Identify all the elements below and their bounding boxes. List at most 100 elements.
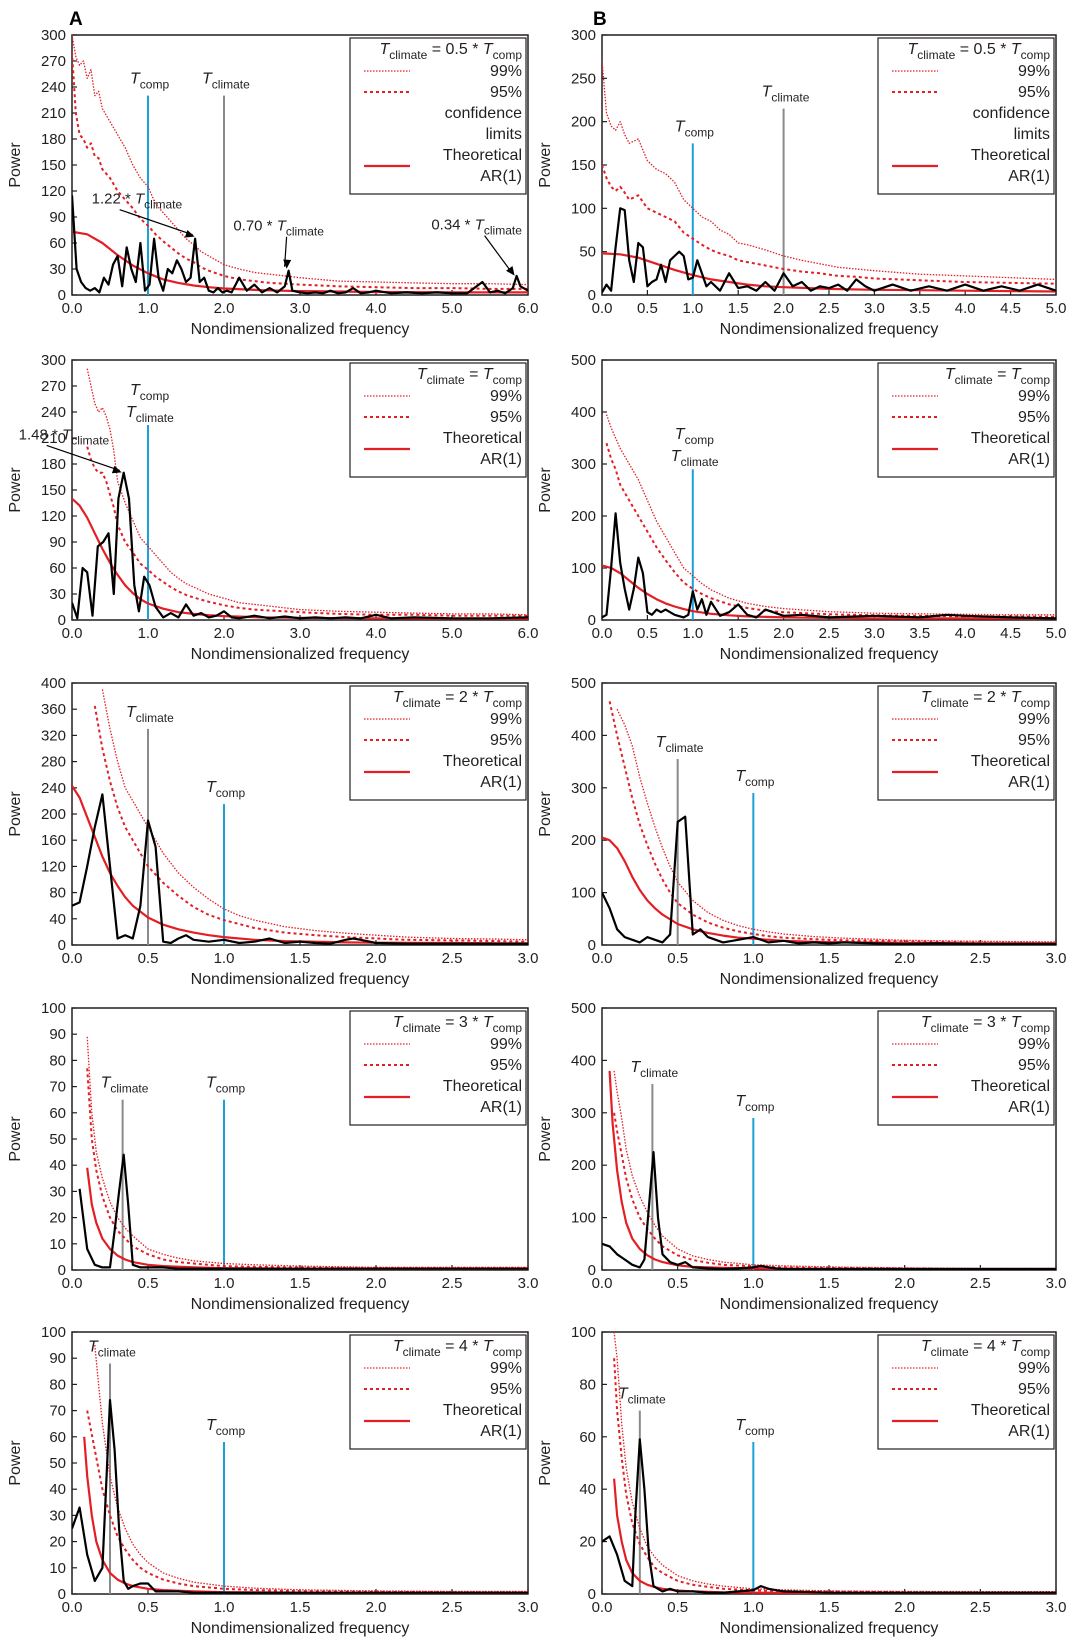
y-tick-label: 20 — [49, 1534, 66, 1551]
y-tick-label: 200 — [571, 114, 596, 131]
x-tick-label: 1.0 — [682, 300, 703, 317]
x-tick-label: 2.5 — [970, 1599, 991, 1616]
x-tick-label: 2.0 — [366, 1599, 387, 1616]
y-tick-label: 100 — [571, 885, 596, 902]
x-tick-label: 1.0 — [743, 1599, 764, 1616]
spectrum-line — [72, 1398, 528, 1594]
x-tick-label: 1.5 — [819, 1599, 840, 1616]
legend-entry-label: 95% — [1018, 1381, 1050, 1398]
legend-entry-label: 95% — [1018, 84, 1050, 101]
legend-entry-label: Theoretical — [971, 753, 1050, 770]
tcomp-label: Tcomp — [675, 426, 714, 447]
x-tick-label: 1.5 — [819, 1275, 840, 1292]
annotation-label: 0.34 * Tclimate — [431, 217, 522, 238]
legend-box — [349, 1334, 527, 1450]
x-axis-label: Nondimensionalized frequency — [191, 971, 410, 988]
y-tick-label: 300 — [571, 1105, 596, 1122]
chart-panel: 0.0 1.0 2.0 3.0 4.0 5.0 6.0 0 30 60 90 120 150 180 210… — [7, 27, 538, 338]
legend-entry-label: limits — [486, 126, 522, 143]
ci99-line — [94, 1345, 528, 1593]
x-tick-label: 0.5 — [637, 300, 658, 317]
x-tick-label: 2.0 — [894, 1599, 915, 1616]
tcomp-label: Tcomp — [675, 118, 714, 139]
y-axis-label: Power — [537, 1440, 554, 1486]
y-tick-label: 300 — [571, 456, 596, 473]
x-tick-label: 4.0 — [955, 625, 976, 642]
y-tick-label: 0 — [58, 937, 66, 954]
y-tick-label: 160 — [41, 832, 66, 849]
x-tick-label: 2.5 — [970, 950, 991, 967]
tclimate-label: Tclimate — [126, 404, 174, 425]
tclimate-label: Tclimate — [618, 1386, 666, 1407]
spectrum-line — [602, 1150, 1056, 1270]
legend-box — [877, 1010, 1055, 1126]
legend-entry-label: 99% — [490, 388, 522, 405]
legend-entry-label: 99% — [490, 63, 522, 80]
y-tick-label: 30 — [49, 261, 66, 278]
chart-panel: 0.0 1.0 2.0 3.0 4.0 5.0 6.0 0 30 60 90 120 150 180 210… — [7, 352, 538, 663]
y-tick-label: 60 — [579, 1429, 596, 1446]
y-axis-label: Power — [7, 467, 24, 513]
legend-title: Tclimate = 3 * Tcomp — [393, 1014, 522, 1035]
x-tick-label: 0.0 — [592, 1275, 613, 1292]
spectrum-line — [72, 793, 528, 945]
y-tick-label: 40 — [49, 1157, 66, 1174]
y-tick-label: 10 — [49, 1560, 66, 1577]
y-tick-label: 210 — [41, 105, 66, 122]
x-tick-label: 4.5 — [1000, 300, 1021, 317]
annotation-arrow-line — [119, 209, 193, 236]
y-tick-label: 30 — [49, 1507, 66, 1524]
chart-panel: 0.0 0.5 1.0 1.5 2.0 2.5 3.0 0 100 200 300 400 500 Non… — [537, 675, 1066, 988]
y-tick-label: 80 — [49, 885, 66, 902]
annotation-label: 0.70 * Tclimate — [233, 218, 324, 239]
y-axis-label: Power — [537, 142, 554, 188]
annotation-label: 1.48 * Tclimate — [19, 426, 110, 447]
chart-panel: 0.0 0.5 1.0 1.5 2.0 2.5 3.0 3.5 4.0 4.5 5.0 0 100 200… — [537, 352, 1066, 663]
y-axis-label: Power — [537, 791, 554, 837]
x-tick-label: 0.5 — [667, 1599, 688, 1616]
tcomp-label: Tcomp — [735, 768, 774, 789]
tcomp-label: Tcomp — [130, 71, 169, 92]
x-tick-label: 0.5 — [667, 1275, 688, 1292]
y-tick-label: 210 — [41, 430, 66, 447]
x-tick-label: 2.0 — [214, 625, 235, 642]
annotation-label: 1.22 * Tclimate — [92, 191, 183, 212]
legend-entry-label: 95% — [1018, 1057, 1050, 1074]
y-tick-label: 180 — [41, 456, 66, 473]
ci95-line — [72, 52, 528, 290]
x-axis-label: Nondimensionalized frequency — [720, 321, 939, 338]
y-tick-label: 0 — [588, 937, 596, 954]
x-axis-label: Nondimensionalized frequency — [720, 1296, 939, 1313]
x-tick-label: 1.0 — [214, 1275, 235, 1292]
legend-entry-label: AR(1) — [480, 168, 522, 185]
x-tick-label: 2.0 — [894, 1275, 915, 1292]
legend-title: Tclimate = 3 * Tcomp — [921, 1014, 1050, 1035]
y-tick-label: 200 — [571, 1157, 596, 1174]
x-tick-label: 2.0 — [773, 625, 794, 642]
x-tick-label: 5.0 — [1046, 625, 1067, 642]
x-axis-label: Nondimensionalized frequency — [191, 321, 410, 338]
y-tick-label: 0 — [588, 287, 596, 304]
y-tick-label: 0 — [588, 1586, 596, 1603]
x-tick-label: 5.0 — [442, 625, 463, 642]
y-tick-label: 60 — [49, 1105, 66, 1122]
y-tick-label: 150 — [41, 157, 66, 174]
y-tick-label: 0 — [58, 1262, 66, 1279]
annotation-arrow-line — [484, 235, 514, 275]
y-tick-label: 300 — [571, 780, 596, 797]
y-tick-label: 320 — [41, 727, 66, 744]
ci95-line — [608, 701, 1056, 944]
y-tick-label: 100 — [571, 1210, 596, 1227]
legend-title: Tclimate = 2 * Tcomp — [393, 689, 522, 710]
legend-box — [877, 362, 1055, 478]
spectrum-line — [78, 1153, 528, 1270]
legend-entry-label: 99% — [1018, 711, 1050, 728]
legend-entry-label: Theoretical — [443, 430, 522, 447]
legend-entry-label: 95% — [490, 1381, 522, 1398]
x-tick-label: 3.0 — [864, 625, 885, 642]
x-tick-label: 0.0 — [62, 1275, 83, 1292]
y-axis-label: Power — [7, 791, 24, 837]
legend-title: Tclimate = 4 * Tcomp — [393, 1338, 522, 1359]
legend-entry-label: 99% — [490, 1360, 522, 1377]
